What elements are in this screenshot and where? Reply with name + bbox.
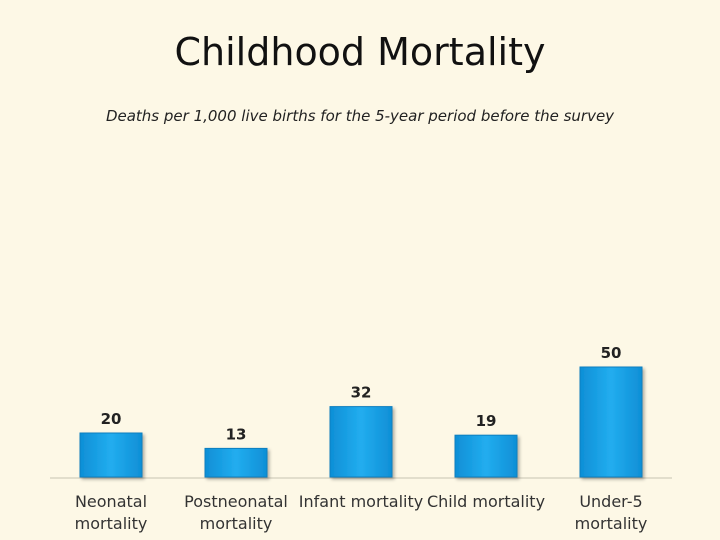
chart-title: Childhood Mortality: [174, 30, 546, 74]
value-label-3: 19: [476, 412, 497, 430]
category-label-4-0: Under-5: [579, 492, 642, 511]
category-label-0-0: Neonatal: [75, 492, 147, 511]
bar-2: [329, 406, 393, 478]
category-label-0-1: mortality: [75, 514, 148, 533]
value-label-4: 50: [601, 344, 622, 362]
bar-4: [579, 366, 643, 478]
bar-1: [204, 447, 268, 478]
category-label-4-1: mortality: [575, 514, 648, 533]
value-label-2: 32: [351, 384, 372, 402]
bar-3: [454, 434, 518, 478]
value-label-1: 13: [226, 425, 247, 443]
category-label-2-0: Infant mortality: [299, 492, 423, 511]
bar-0: [79, 432, 143, 478]
value-label-0: 20: [101, 410, 122, 428]
category-label-1-1: mortality: [200, 514, 273, 533]
category-label-3-0: Child mortality: [427, 492, 545, 511]
category-label-1-0: Postneonatal: [184, 492, 288, 511]
chart-subtitle: Deaths per 1,000 live births for the 5-y…: [105, 107, 615, 125]
